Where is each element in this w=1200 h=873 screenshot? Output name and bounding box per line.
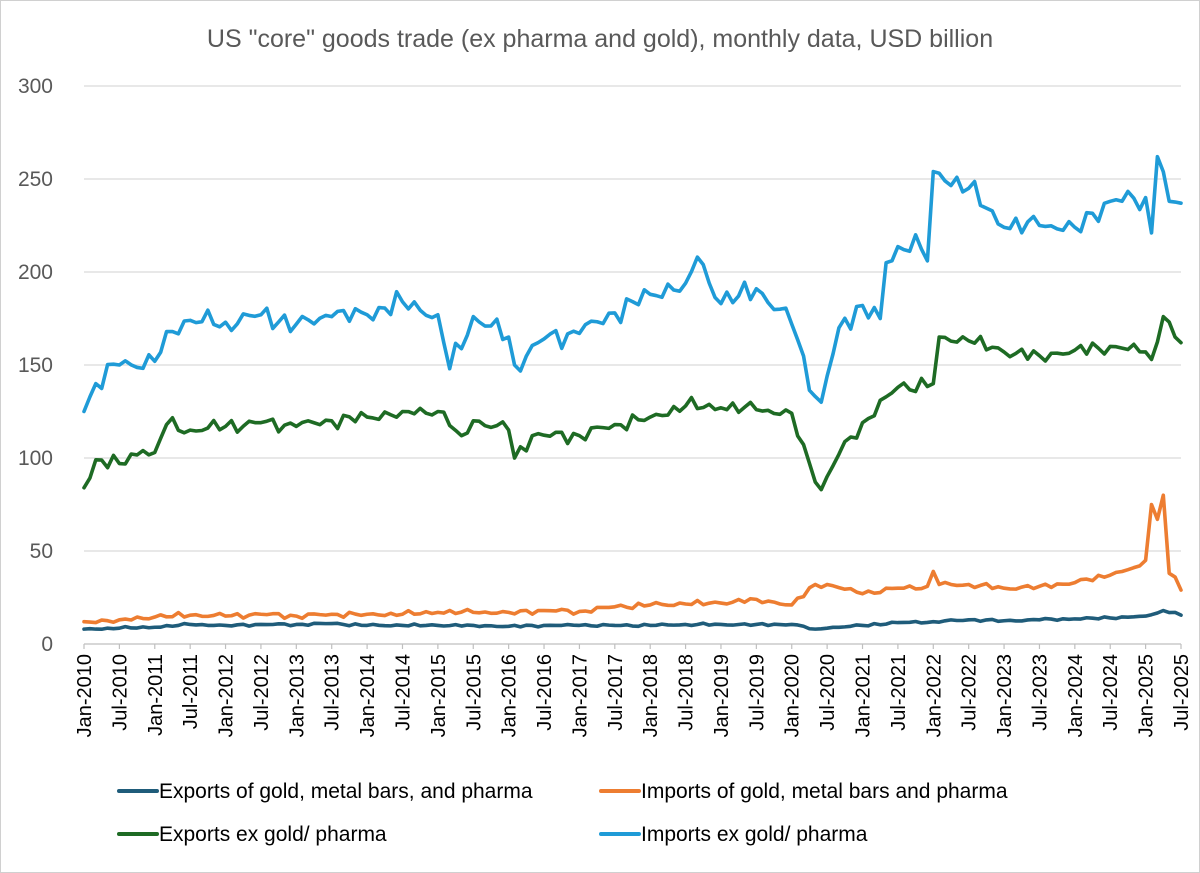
x-tick-label: Jan-2014 xyxy=(357,654,379,737)
y-tick-label: 250 xyxy=(18,168,53,191)
x-tick-label: Jul-2021 xyxy=(888,654,910,731)
x-tick-label: Jul-2015 xyxy=(463,654,485,731)
x-tick-label: Jul-2018 xyxy=(676,654,698,731)
x-tick-label: Jan-2025 xyxy=(1136,654,1158,737)
gridlines xyxy=(84,85,1181,645)
x-tick-label: Jul-2020 xyxy=(817,654,839,731)
x-tick-label: Jul-2019 xyxy=(746,654,768,731)
x-tick-label: Jul-2022 xyxy=(959,654,981,731)
x-tick-label: Jul-2025 xyxy=(1171,654,1193,731)
series-line-2 xyxy=(82,493,1183,625)
y-tick-label: 100 xyxy=(18,447,53,470)
legend-label: Exports ex gold/ pharma xyxy=(159,823,387,846)
x-tick-label: Jan-2015 xyxy=(428,654,450,737)
x-tick-label: Jan-2020 xyxy=(782,654,804,737)
legend: Exports of gold, metal bars, and pharma I… xyxy=(117,780,1008,846)
x-tick-label: Jul-2016 xyxy=(534,654,556,731)
x-tick-label: Jan-2022 xyxy=(923,654,945,737)
x-tick-label: Jan-2017 xyxy=(569,654,591,737)
x-tick-label: Jul-2012 xyxy=(251,654,273,731)
x-tick-label: Jul-2014 xyxy=(392,654,414,731)
x-tick-label: Jan-2023 xyxy=(994,654,1016,737)
series-line-4 xyxy=(82,154,1183,414)
series-line-1 xyxy=(82,608,1183,632)
x-tick-label: Jan-2010 xyxy=(74,654,96,737)
x-tick-label: Jul-2013 xyxy=(322,654,344,731)
y-axis-ticks: 0 50 100 150 200 250 300 xyxy=(18,75,53,656)
x-axis-ticks: Jan-2010 Jul-2010 Jan-2011 Jul-2011 Jan-2012… xyxy=(74,644,1193,737)
y-tick-label: 300 xyxy=(18,75,53,98)
x-tick-label: Jul-2024 xyxy=(1100,654,1122,731)
x-tick-label: Jan-2018 xyxy=(640,654,662,737)
chart-title: US "core" goods trade (ex pharma and gol… xyxy=(207,25,993,53)
legend-label: Imports ex gold/ pharma xyxy=(641,823,868,846)
x-tick-label: Jul-2023 xyxy=(1029,654,1051,731)
x-tick-label: Jan-2024 xyxy=(1065,654,1087,737)
x-tick-label: Jul-2010 xyxy=(109,654,131,731)
series-lines xyxy=(82,154,1183,632)
y-tick-label: 50 xyxy=(30,540,53,563)
x-tick-label: Jul-2011 xyxy=(180,654,202,729)
x-tick-label: Jan-2019 xyxy=(711,654,733,737)
x-tick-label: Jan-2013 xyxy=(286,654,308,737)
x-tick-label: Jan-2021 xyxy=(853,654,875,737)
legend-label: Imports of gold, metal bars and pharma xyxy=(641,780,1008,803)
y-tick-label: 150 xyxy=(18,354,53,377)
series-line-3 xyxy=(82,314,1183,492)
y-tick-label: 0 xyxy=(41,633,53,656)
x-tick-label: Jan-2012 xyxy=(216,654,238,737)
legend-label: Exports of gold, metal bars, and pharma xyxy=(159,780,533,803)
x-tick-label: Jan-2011 xyxy=(145,654,167,736)
y-tick-label: 200 xyxy=(18,261,53,284)
x-tick-label: Jan-2016 xyxy=(499,654,521,737)
x-tick-label: Jul-2017 xyxy=(605,654,627,731)
